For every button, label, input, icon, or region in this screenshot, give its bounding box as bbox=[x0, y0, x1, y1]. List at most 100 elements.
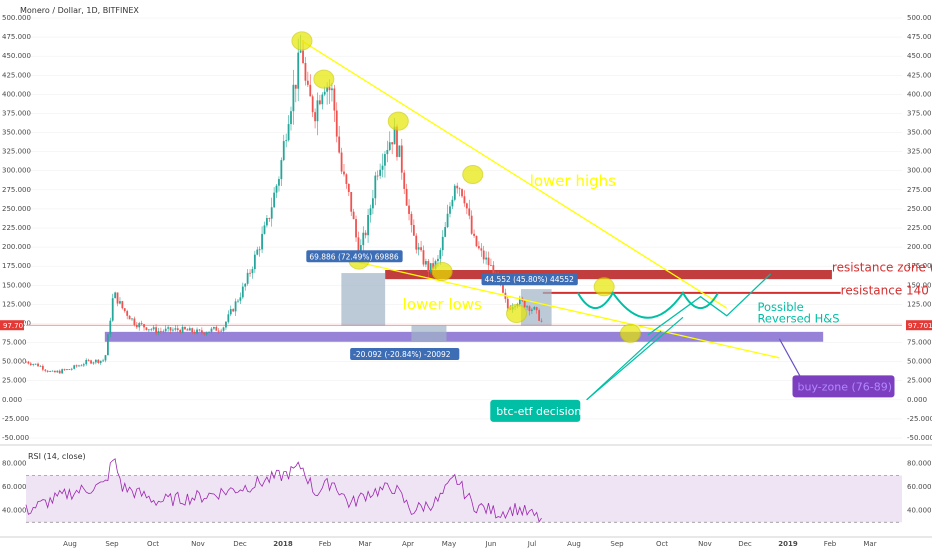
time-tick: Jun bbox=[485, 540, 497, 548]
rsi-tick-left: 80.000 bbox=[2, 460, 27, 468]
candle bbox=[393, 126, 396, 145]
candle bbox=[328, 87, 331, 91]
price-tick-left: 350.000 bbox=[2, 129, 31, 137]
candle bbox=[490, 265, 492, 266]
candle bbox=[318, 100, 321, 105]
candle bbox=[444, 227, 447, 237]
buyzone-box bbox=[792, 375, 895, 398]
candle bbox=[439, 250, 442, 259]
candle bbox=[152, 327, 155, 330]
candle bbox=[145, 327, 148, 330]
measure-label-bg bbox=[306, 250, 403, 263]
chart-title: Monero / Dollar, 1D, BITFINEX bbox=[20, 6, 139, 15]
candle bbox=[530, 309, 533, 312]
candle bbox=[193, 332, 196, 334]
price-badge-label: 97.701 bbox=[908, 322, 932, 330]
rsi-panel: 80.000 80.000 60.000 60.000 40.000 40.000 bbox=[0, 444, 932, 523]
candle bbox=[157, 331, 160, 333]
candle bbox=[461, 189, 463, 197]
buy-zone bbox=[104, 331, 824, 342]
price-tick-right: 275.000 bbox=[907, 186, 932, 194]
rsi-tick-left: 40.000 bbox=[2, 507, 27, 515]
price-tick-left: 225.000 bbox=[2, 224, 31, 232]
candle bbox=[222, 327, 225, 331]
candle bbox=[111, 298, 114, 321]
price-tick-right: 25.000 bbox=[907, 377, 932, 385]
price-tick-left: 300.000 bbox=[2, 167, 31, 175]
candle bbox=[458, 188, 461, 190]
candle bbox=[456, 185, 459, 189]
measure-label-text: -20.092 (-20.84%) -20092 bbox=[353, 350, 451, 359]
time-tick: Feb bbox=[824, 540, 837, 548]
time-tick: 2018 bbox=[273, 540, 293, 548]
candle bbox=[32, 364, 35, 365]
price-badge-label: 97.701 bbox=[3, 322, 28, 330]
rsi-tick-right: 80.000 bbox=[907, 460, 932, 468]
time-tick: Nov bbox=[698, 540, 712, 548]
candle bbox=[449, 206, 451, 214]
price-tick-right: 200.000 bbox=[907, 243, 932, 251]
candle bbox=[169, 327, 172, 331]
candle bbox=[73, 365, 76, 369]
candle bbox=[87, 359, 90, 361]
candle bbox=[229, 309, 232, 315]
candle bbox=[85, 359, 88, 365]
candle bbox=[427, 261, 430, 272]
candle bbox=[97, 359, 100, 363]
price-tick-left: 500.000 bbox=[2, 14, 31, 22]
candle bbox=[246, 272, 249, 284]
candle bbox=[400, 145, 403, 173]
price-tick-right: 150.000 bbox=[907, 281, 932, 289]
price-tick-left: -25.000 bbox=[2, 415, 29, 423]
candle bbox=[424, 261, 427, 265]
candle bbox=[208, 331, 210, 333]
candle bbox=[160, 331, 162, 332]
candle bbox=[306, 80, 309, 85]
measure-label-text: 44.552 (45.80%) 44552 bbox=[485, 275, 575, 284]
candle bbox=[473, 233, 475, 236]
price-tick-left: 0.000 bbox=[2, 396, 22, 404]
candle bbox=[367, 214, 369, 236]
highlight-circle bbox=[462, 165, 484, 185]
candle bbox=[526, 306, 528, 308]
candle bbox=[420, 247, 422, 251]
annotation-label: resistance zone (158-170) bbox=[832, 261, 932, 275]
measure-label: 44.552 (45.80%) 44552 bbox=[481, 273, 578, 286]
measure-label: 69.886 (72.49%) 69886 bbox=[306, 250, 403, 263]
candle bbox=[335, 110, 338, 137]
candle bbox=[181, 326, 184, 333]
candle bbox=[343, 171, 345, 175]
candle bbox=[143, 324, 145, 328]
candle bbox=[107, 334, 109, 356]
candle bbox=[121, 301, 124, 309]
annotation-label: Possible bbox=[757, 300, 803, 314]
candle bbox=[56, 370, 59, 373]
candle bbox=[34, 363, 37, 365]
candle bbox=[386, 149, 389, 155]
price-tick-left: 75.000 bbox=[2, 339, 27, 347]
candle bbox=[90, 360, 92, 364]
time-tick: Sep bbox=[105, 540, 119, 548]
measure-label: -20.092 (-20.84%) -20092 bbox=[350, 348, 460, 361]
candle bbox=[205, 332, 208, 335]
price-tick-right: 250.000 bbox=[907, 205, 932, 213]
candle bbox=[184, 326, 186, 330]
price-tick-left: 250.000 bbox=[2, 205, 31, 213]
candle bbox=[191, 328, 194, 333]
time-tick: Nov bbox=[191, 540, 205, 548]
candle bbox=[482, 250, 485, 260]
candle bbox=[66, 369, 68, 370]
time-tick: Apr bbox=[402, 540, 414, 548]
candle bbox=[463, 196, 466, 204]
price-tick-left: -50.000 bbox=[2, 434, 29, 442]
candle bbox=[309, 84, 312, 97]
time-tick: Aug bbox=[63, 540, 77, 548]
candle bbox=[25, 361, 27, 363]
candle bbox=[398, 145, 401, 157]
annotation-label: btc-etf decision bbox=[496, 405, 581, 418]
candle bbox=[155, 327, 157, 333]
lower-highs-trendline bbox=[301, 40, 728, 309]
buyzone-pointer bbox=[778, 338, 802, 379]
candle bbox=[249, 272, 251, 274]
